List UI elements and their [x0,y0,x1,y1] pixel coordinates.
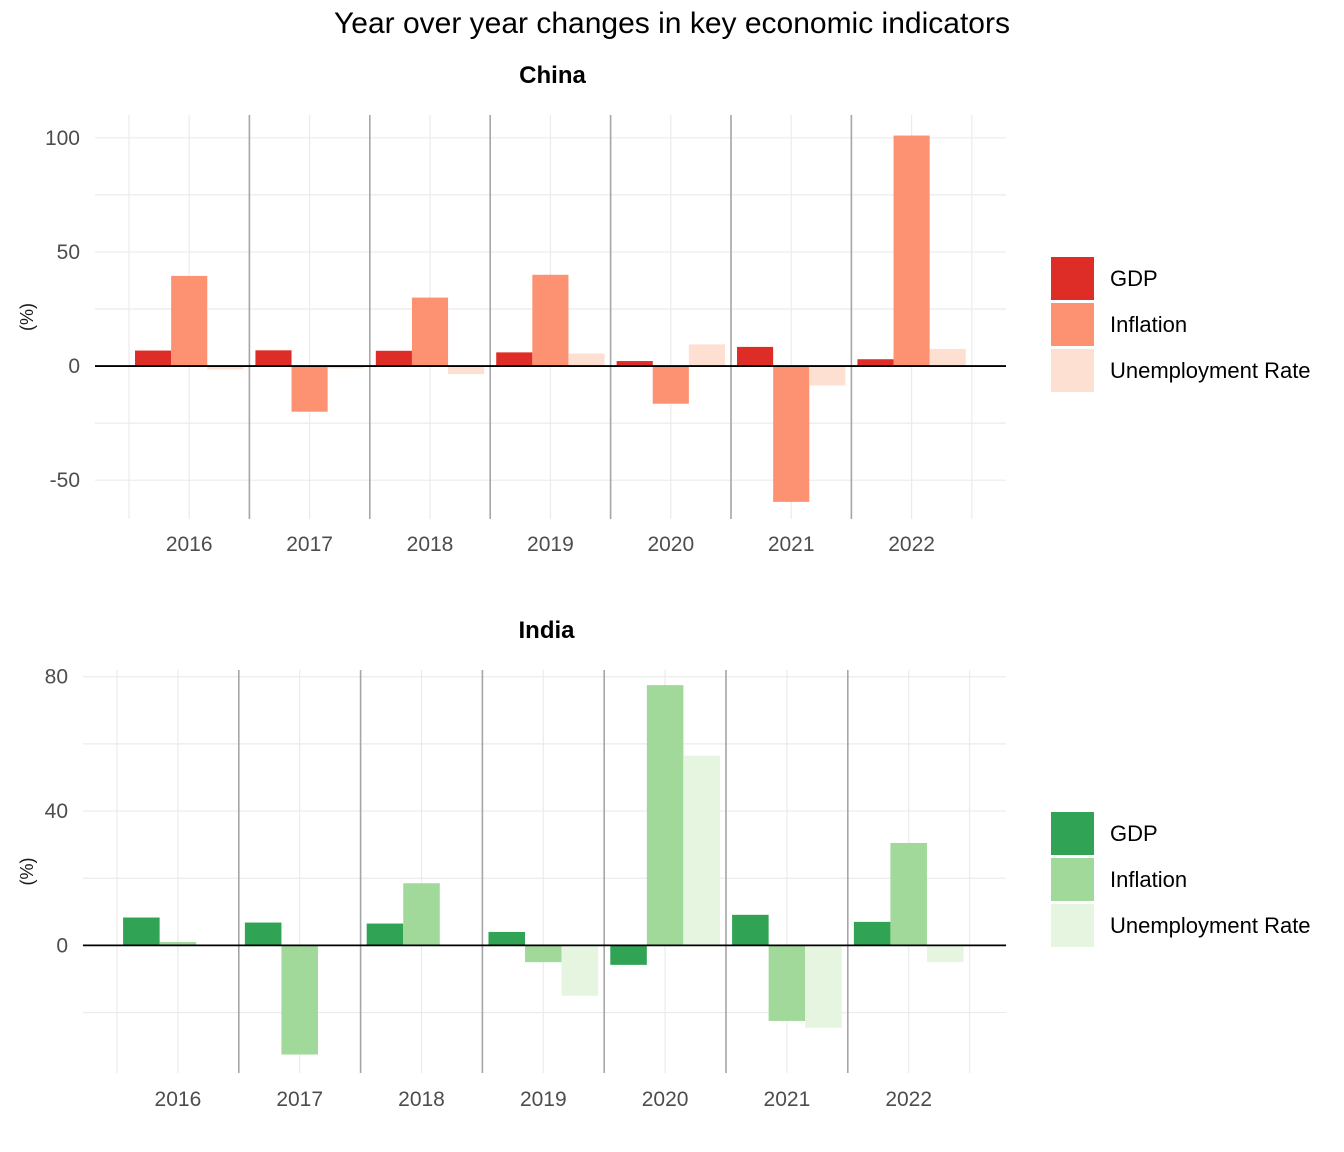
x-tick-label: 2020 [647,533,694,556]
x-tick-label: 2016 [166,533,213,556]
x-tick-label: 2022 [885,1088,932,1111]
bar-gdp-2017 [244,922,282,946]
legend-swatch-inflation [1051,858,1094,901]
x-tick-label: 2021 [764,1088,811,1111]
x-tick-label: 2017 [286,533,333,556]
legend-label-inflation: Inflation [1110,312,1187,337]
legend-label-unemployment-rate: Unemployment Rate [1110,913,1311,938]
bar-unemployment-rate-2020 [688,344,725,367]
x-tick-label: 2017 [276,1088,323,1111]
bar-gdp-2018 [366,923,404,946]
bar-gdp-2022 [853,921,891,946]
bar-inflation-2021 [768,945,806,1021]
bar-inflation-2020 [646,685,684,946]
x-tick-label: 2019 [520,1088,567,1111]
bar-inflation-2017 [281,945,318,1055]
bar-gdp-2020 [610,945,647,965]
legend-label-unemployment-rate: Unemployment Rate [1110,358,1311,383]
x-tick-label: 2018 [398,1088,445,1111]
bar-inflation-2018 [411,297,449,367]
x-tick-label: 2016 [155,1088,202,1111]
bar-gdp-2018 [375,350,412,367]
legend-label-gdp: GDP [1110,266,1158,291]
bar-unemployment-rate-2019 [561,945,599,996]
bar-gdp-2020 [616,361,653,367]
x-tick-label: 2022 [888,533,935,556]
bar-inflation-2018 [403,883,440,946]
legend-swatch-gdp [1051,812,1094,855]
y-tick-label: 0 [56,934,68,957]
y-tick-label: 0 [68,355,80,378]
bar-gdp-2016 [123,917,160,946]
legend-label-inflation: Inflation [1110,867,1187,892]
bar-unemployment-rate-2019 [568,353,605,367]
bar-inflation-2022 [893,135,930,367]
x-tick-label: 2018 [407,533,454,556]
x-tick-label: 2021 [768,533,815,556]
bar-gdp-2019 [496,352,533,367]
legend-swatch-gdp [1051,257,1094,300]
bar-unemployment-rate-2021 [805,945,842,1028]
bar-inflation-2022 [890,842,927,946]
grid-lines [83,670,1006,1073]
bar-gdp-2017 [255,350,292,367]
y-tick-label: 50 [57,241,80,264]
bar-unemployment-rate-2017 [327,366,364,369]
bar-gdp-2022 [857,359,894,367]
panel-title: India [518,617,575,644]
figure-title: Year over year changes in key economic i… [334,7,1010,40]
panel-title: China [519,62,586,89]
bar-unemployment-rate-2022 [926,945,964,963]
bar-inflation-2016 [171,275,208,367]
bar-gdp-2016 [135,350,172,367]
bar-inflation-2016 [159,942,197,946]
y-axis-label: (%) [17,303,37,331]
x-tick-label: 2019 [527,533,574,556]
bar-unemployment-rate-2018 [448,366,485,375]
bar-unemployment-rate-2022 [929,348,966,367]
bar-inflation-2017 [291,366,328,412]
legend: GDP Inflation Unemployment Rate [1051,812,1311,947]
y-tick-label: 80 [45,666,68,689]
bar-gdp-2021 [732,914,769,946]
bar-gdp-2021 [737,346,774,367]
bar-inflation-2021 [773,366,810,502]
bar-unemployment-rate-2020 [683,755,720,946]
y-tick-label: 100 [45,127,80,150]
x-tick-label: 2020 [642,1088,689,1111]
bar-inflation-2020 [652,366,689,404]
india-panel: India 0 40 80 (%) 2016 2017 2018 2019 2020 2021 202… [17,617,1311,1111]
legend: GDP Inflation Unemployment Rate [1051,257,1311,392]
bars [135,135,966,502]
bars [123,685,964,1055]
china-panel: China -50 0 50 100 (%) 2016 2017 2018 2019 2020 202… [17,62,1311,556]
bar-inflation-2019 [532,274,569,367]
legend-swatch-unemployment-rate [1051,349,1094,392]
bar-gdp-2019 [488,931,526,946]
legend-swatch-inflation [1051,303,1094,346]
y-axis-label: (%) [17,858,37,886]
y-tick-label: -50 [50,469,80,492]
bar-inflation-2019 [525,945,562,963]
bar-unemployment-rate-2016 [207,366,244,370]
y-tick-label: 40 [45,800,68,823]
legend-label-gdp: GDP [1110,821,1158,846]
legend-swatch-unemployment-rate [1051,904,1094,947]
bar-unemployment-rate-2021 [809,366,846,386]
